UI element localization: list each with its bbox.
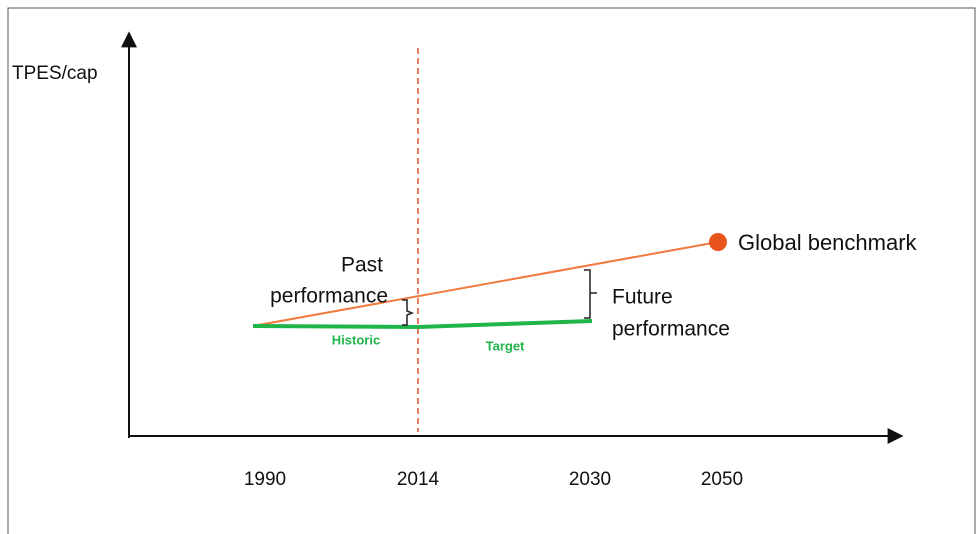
past-bracket — [402, 299, 415, 326]
x-label: 2014 — [397, 469, 440, 490]
benchmark-line — [252, 241, 719, 327]
frame — [7, 7, 976, 534]
x-label: 2050 — [701, 469, 743, 490]
x-label: 2030 — [569, 469, 611, 490]
annotation: performance — [270, 285, 388, 308]
green-line — [252, 319, 593, 330]
line-label: Historic — [332, 332, 380, 347]
future-bracket — [584, 269, 597, 319]
line-label: Target — [486, 338, 525, 353]
annotation: performance — [612, 318, 730, 341]
annotation: Global benchmark — [738, 230, 918, 255]
annotation: Past — [341, 254, 383, 277]
benchmark-dot — [709, 233, 727, 251]
annotation: Future — [612, 286, 673, 309]
x-label: 1990 — [244, 469, 286, 490]
y-axis-label: TPES/cap — [12, 63, 98, 84]
